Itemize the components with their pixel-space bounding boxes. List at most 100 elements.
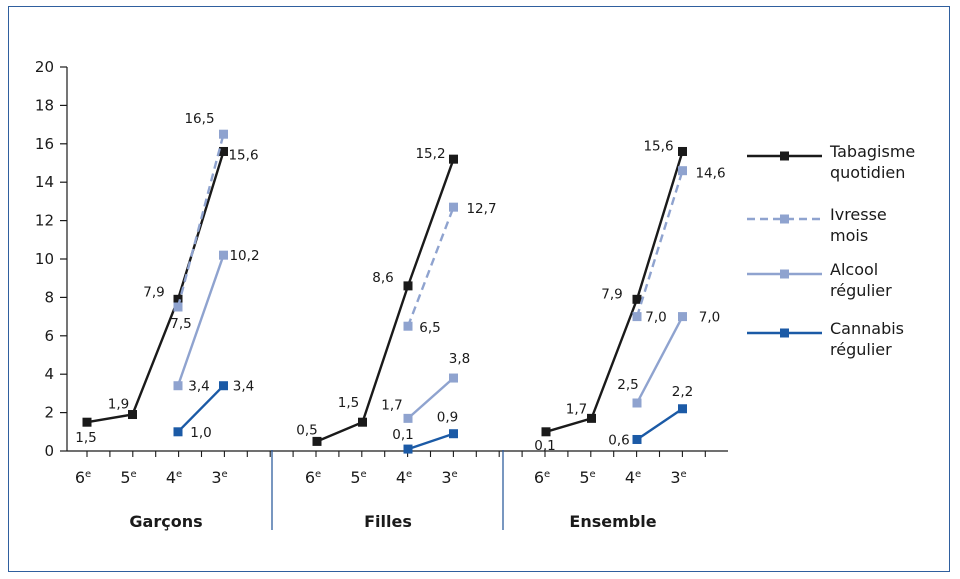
series-line-tabagisme [86,151,225,424]
marker-tabagisme [312,436,322,446]
legend-label-cannabis: Cannabis [830,319,904,338]
legend-label-tabagisme: Tabagisme [829,142,915,161]
legend-label-ivresse: mois [830,226,868,245]
data-label-tabagisme: 0,5 [296,422,317,438]
series-line-ivresse [406,206,455,327]
legend-label-ivresse: Ivresse [830,205,887,224]
legend-label-tabagisme: quotidien [830,163,905,182]
y-tick-label: 2 [44,404,54,422]
x-category-label: 5e [579,468,595,487]
marker-alcool [449,373,458,383]
data-label-alcool: 3,8 [449,351,470,367]
data-labels-layer: 1,5 1,9 7,9 15,6 0,5 1,5 8,6 15,2 0,1 1,7 7,9 15,6 7… [75,111,725,454]
marker-tabagisme [173,294,183,304]
legend-label-alcool: régulier [830,281,892,300]
x-category-label: 4e [166,468,182,487]
legend-marker-tabagisme [780,151,789,161]
data-label-alcool: 7,0 [699,310,720,326]
data-label-tabagisme: 15,2 [415,146,445,162]
legend-label-cannabis: régulier [830,340,892,359]
series-line-tabagisme [545,151,684,433]
y-tick-label: 8 [44,288,54,306]
data-label-ivresse: 12,7 [466,201,496,217]
data-label-cannabis: 2,2 [672,384,693,400]
data-label-cannabis: 0,6 [608,432,629,448]
marker-ivresse [403,321,413,331]
y-tick-label: 16 [35,135,54,153]
marker-alcool [173,381,183,391]
x-category-label: 4e [625,468,641,487]
data-label-tabagisme: 1,5 [338,395,359,411]
data-label-tabagisme: 1,7 [566,401,587,417]
data-label-ivresse: 14,6 [695,166,725,182]
marker-cannabis [173,427,183,437]
y-tick-label: 18 [35,96,54,114]
data-label-tabagisme: 15,6 [643,138,673,154]
group-label: Garçons [129,512,202,531]
y-tick-label: 6 [44,327,54,345]
data-label-tabagisme: 1,9 [108,397,129,413]
legend-marker-cannabis [780,328,789,338]
group-label: Filles [364,512,412,531]
chart-frame [8,6,950,572]
data-label-tabagisme: 15,6 [228,147,258,163]
data-label-tabagisme: 0,1 [534,438,555,454]
data-label-alcool: 3,4 [188,379,209,395]
data-label-tabagisme: 7,9 [601,286,622,302]
legend-marker-ivresse [780,214,789,224]
series-line-ivresse [635,170,684,317]
x-category-label: 4e [396,468,412,487]
marker-alcool [219,250,228,260]
marker-cannabis [678,404,687,414]
group-label: Ensemble [569,512,656,531]
series-line-tabagisme [316,158,455,443]
legend-marker-alcool [780,269,789,279]
x-category-label: 3e [670,468,686,487]
marker-alcool [632,398,642,408]
data-label-tabagisme: 8,6 [372,270,393,286]
marker-tabagisme [632,294,642,304]
marker-tabagisme [128,410,137,420]
series-line-alcool [176,254,225,387]
data-label-ivresse: 7,5 [170,316,191,332]
marker-tabagisme [358,417,367,427]
y-tick-label: 12 [35,212,54,230]
x-category-label: 3e [441,468,457,487]
marker-ivresse [678,166,687,176]
x-category-label: 6e [305,468,321,487]
marker-alcool [678,312,687,322]
x-category-label: 6e [75,468,91,487]
data-label-alcool: 2,5 [617,377,638,393]
x-category-label: 5e [350,468,366,487]
x-category-label: 3e [211,468,227,487]
data-label-ivresse: 6,5 [419,320,440,336]
marker-ivresse [449,202,458,212]
marker-tabagisme [82,417,92,427]
marker-tabagisme [541,427,551,437]
x-category-label: 6e [534,468,550,487]
marker-cannabis [632,434,642,444]
marker-tabagisme [587,413,596,423]
y-tick-label: 14 [35,173,54,191]
data-label-tabagisme: 7,9 [143,284,164,300]
series-line-cannabis [177,384,225,433]
data-label-cannabis: 0,1 [392,427,413,443]
data-label-alcool: 10,2 [229,248,259,264]
y-tick-label: 10 [35,250,54,268]
data-label-tabagisme: 1,5 [75,430,96,446]
marker-cannabis [219,381,228,391]
marker-cannabis [449,429,458,439]
x-category-label: 5e [120,468,136,487]
y-tick-label: 20 [35,58,54,76]
series-line-cannabis [636,407,684,441]
series-line-cannabis [407,432,454,451]
marker-tabagisme [403,281,413,291]
marker-tabagisme [219,146,228,156]
data-label-cannabis: 0,9 [437,410,458,426]
legend: Tabagisme quotidien Ivresse mois Alcool régul… [747,142,915,359]
data-label-cannabis: 1,0 [190,425,211,441]
series-line-alcool [407,377,455,420]
legend-label-alcool: Alcool [830,260,878,279]
data-label-ivresse: 16,5 [184,111,214,127]
